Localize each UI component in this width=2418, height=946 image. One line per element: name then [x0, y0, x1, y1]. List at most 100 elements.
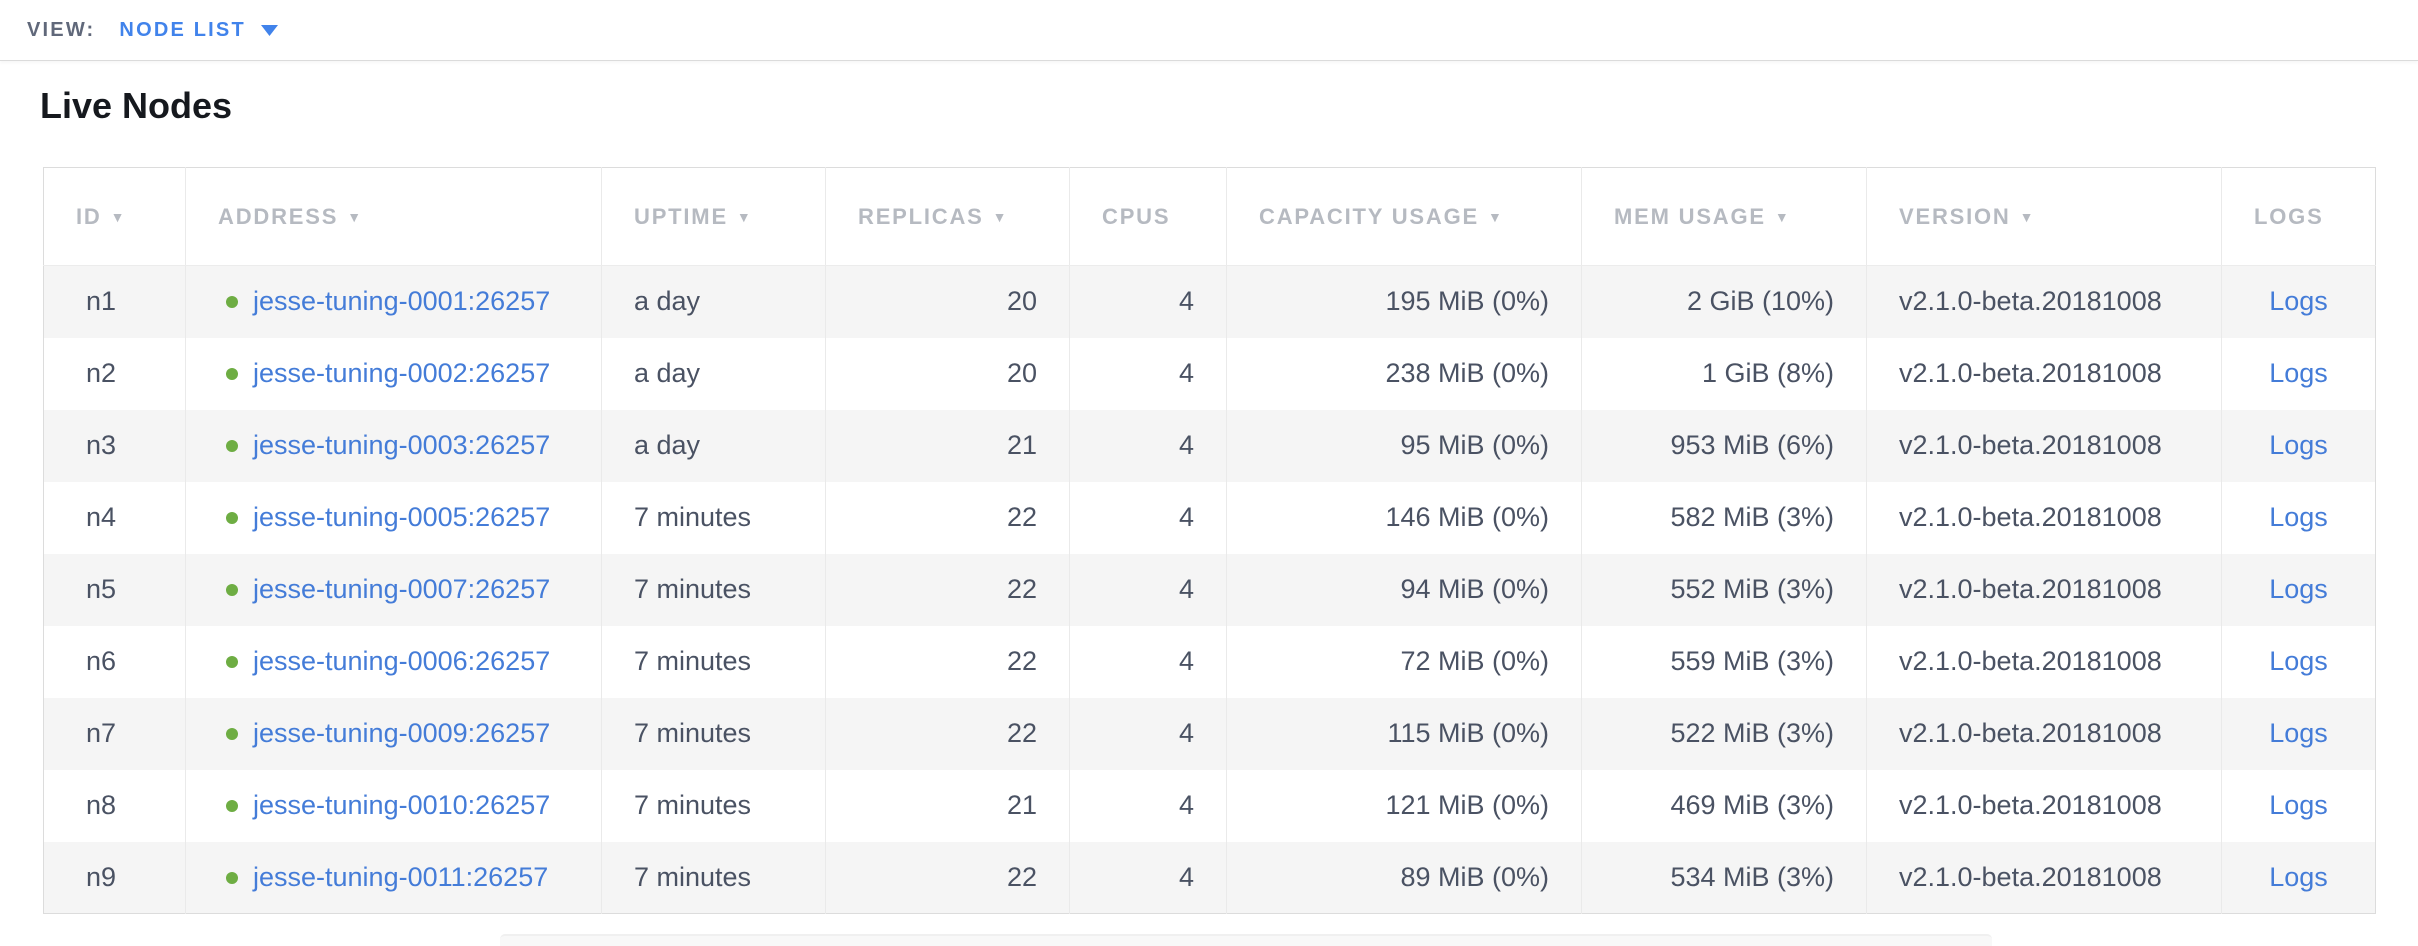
node-live-status-icon — [226, 368, 238, 380]
node-live-status-icon — [226, 800, 238, 812]
node-uptime-cell: a day — [601, 265, 826, 338]
node-capacity-usage-cell: 238 MiB (0%) — [1226, 337, 1582, 410]
node-id-cell: n7 — [43, 697, 186, 770]
node-uptime-cell: 7 minutes — [601, 481, 826, 554]
table-row: n7 jesse-tuning-0009:26257 7 minutes 22 … — [43, 697, 2376, 770]
node-address-link[interactable]: jesse-tuning-0010:26257 — [253, 790, 551, 820]
node-uptime-cell: 7 minutes — [601, 553, 826, 626]
node-replicas-cell: 20 — [825, 337, 1070, 410]
node-cpus-cell: 4 — [1069, 265, 1227, 338]
node-version-cell: v2.1.0-beta.20181008 — [1866, 265, 2222, 338]
node-replicas-cell: 21 — [825, 769, 1070, 842]
node-capacity-usage-cell: 146 MiB (0%) — [1226, 481, 1582, 554]
node-address-link[interactable]: jesse-tuning-0011:26257 — [253, 861, 549, 892]
node-address-cell: jesse-tuning-0001:26257 — [185, 265, 602, 338]
node-version-cell: v2.1.0-beta.20181008 — [1866, 697, 2222, 770]
node-address-link[interactable]: jesse-tuning-0002:26257 — [253, 358, 551, 388]
node-mem-usage-cell: 469 MiB (3%) — [1581, 769, 1867, 842]
node-capacity-usage-cell: 89 MiB (0%) — [1226, 841, 1582, 914]
node-version-cell: v2.1.0-beta.20181008 — [1866, 625, 2222, 698]
node-live-status-icon — [226, 296, 238, 309]
node-logs-link[interactable]: Logs — [2269, 718, 2328, 748]
node-version-cell: v2.1.0-beta.20181008 — [1866, 841, 2222, 914]
node-logs-link[interactable]: Logs — [2269, 790, 2328, 820]
node-live-status-icon — [226, 728, 238, 740]
node-mem-usage-cell: 953 MiB (6%) — [1581, 409, 1867, 482]
view-bar: VIEW: NODE LIST — [0, 0, 2418, 61]
node-replicas-cell: 21 — [825, 409, 1070, 482]
node-address-cell: jesse-tuning-0011:26257 — [185, 841, 602, 914]
node-address-link[interactable]: jesse-tuning-0006:26257 — [253, 646, 551, 676]
node-id-cell: n1 — [43, 265, 186, 338]
column-header-label: UPTIME — [634, 203, 728, 229]
table-row: n5 jesse-tuning-0007:26257 7 minutes 22 … — [43, 553, 2376, 626]
node-live-status-icon — [226, 440, 238, 452]
node-uptime-cell: a day — [601, 337, 826, 410]
node-logs-link[interactable]: Logs — [2269, 861, 2328, 892]
node-mem-usage-cell: 552 MiB (3%) — [1581, 553, 1867, 626]
table-row: n6 jesse-tuning-0006:26257 7 minutes 22 … — [44, 625, 2376, 698]
node-live-status-icon — [226, 512, 238, 524]
node-logs-link[interactable]: Logs — [2269, 502, 2328, 532]
node-mem-usage-cell: 1 GiB (8%) — [1581, 337, 1867, 410]
node-logs-cell: Logs — [2221, 409, 2376, 482]
table-header-row: ID ▼ ADDRESS ▼ UPTIME ▼ REPLICAS ▼ CPUS CAPA… — [43, 167, 2376, 266]
column-header-label: VERSION — [1899, 203, 2011, 229]
node-address-link[interactable]: jesse-tuning-0001:26257 — [253, 286, 551, 317]
node-address-link[interactable]: jesse-tuning-0005:26257 — [253, 502, 551, 532]
node-logs-cell: Logs — [2221, 265, 2376, 338]
node-id-cell: n8 — [86, 790, 117, 820]
node-address-cell: jesse-tuning-0010:26257 — [185, 769, 602, 842]
node-live-status-icon — [226, 656, 238, 668]
node-replicas-cell: 20 — [825, 265, 1070, 338]
table-row: n4 jesse-tuning-0005:26257 7 minutes 22 … — [44, 481, 2376, 554]
node-id-cell: n2 — [86, 358, 117, 388]
node-uptime-cell: 7 minutes — [601, 769, 826, 842]
table-row: n3 jesse-tuning-0003:26257 a day 21 4 95… — [43, 409, 2376, 482]
column-header-id[interactable]: ID ▼ — [43, 167, 186, 266]
node-logs-link[interactable]: Logs — [2269, 646, 2328, 676]
node-id-cell: n9 — [43, 841, 186, 914]
table-body: n1 jesse-tuning-0001:26257 a day 20 4 19… — [43, 265, 2376, 914]
dropdown-caret-icon — [260, 24, 278, 36]
node-id-cell: n6 — [86, 646, 117, 676]
table-row: n8 jesse-tuning-0010:26257 7 minutes 21 … — [44, 769, 2376, 842]
node-logs-link[interactable]: Logs — [2269, 286, 2328, 317]
column-header-mem-usage[interactable]: MEM USAGE ▼ — [1581, 167, 1867, 266]
node-cpus-cell: 4 — [1069, 625, 1227, 698]
node-address-cell: jesse-tuning-0006:26257 — [185, 625, 602, 698]
column-header-capacity-usage[interactable]: CAPACITY USAGE ▼ — [1226, 167, 1582, 266]
sort-arrow-icon: ▼ — [736, 208, 753, 225]
node-logs-link[interactable]: Logs — [2269, 358, 2328, 388]
column-header-replicas[interactable]: REPLICAS ▼ — [825, 167, 1070, 266]
node-mem-usage-cell: 2 GiB (10%) — [1581, 265, 1867, 338]
node-cpus-cell: 4 — [1069, 409, 1227, 482]
column-header-uptime[interactable]: UPTIME ▼ — [601, 167, 826, 266]
node-replicas-cell: 22 — [825, 841, 1070, 914]
node-capacity-usage-cell: 115 MiB (0%) — [1226, 697, 1582, 770]
node-replicas-cell: 22 — [825, 553, 1070, 626]
node-logs-link[interactable]: Logs — [2269, 430, 2328, 460]
sort-arrow-icon: ▼ — [992, 208, 1009, 225]
sort-arrow-icon: ▼ — [2019, 208, 2036, 225]
node-cpus-cell: 4 — [1069, 553, 1227, 626]
column-header-version[interactable]: VERSION ▼ — [1866, 167, 2222, 266]
node-address-link[interactable]: jesse-tuning-0007:26257 — [253, 574, 551, 604]
node-cpus-cell: 4 — [1069, 481, 1227, 554]
view-selector-dropdown[interactable]: NODE LIST — [119, 19, 278, 42]
node-address-link[interactable]: jesse-tuning-0003:26257 — [253, 430, 551, 460]
column-header-label: CPUS — [1102, 203, 1171, 229]
node-logs-link[interactable]: Logs — [2269, 574, 2328, 604]
node-uptime-cell: 7 minutes — [601, 625, 826, 698]
node-logs-cell: Logs — [2221, 625, 2376, 698]
node-cpus-cell: 4 — [1069, 697, 1227, 770]
page-title: Live Nodes — [40, 85, 233, 126]
sort-arrow-icon: ▼ — [1774, 208, 1791, 225]
column-header-address[interactable]: ADDRESS ▼ — [185, 167, 602, 266]
node-logs-cell: Logs — [2221, 481, 2376, 554]
node-version-cell: v2.1.0-beta.20181008 — [1866, 481, 2222, 554]
node-address-link[interactable]: jesse-tuning-0009:26257 — [253, 718, 551, 748]
node-uptime-cell: a day — [601, 409, 826, 482]
column-header-label: MEM USAGE — [1614, 203, 1766, 229]
node-replicas-cell: 22 — [825, 697, 1070, 770]
